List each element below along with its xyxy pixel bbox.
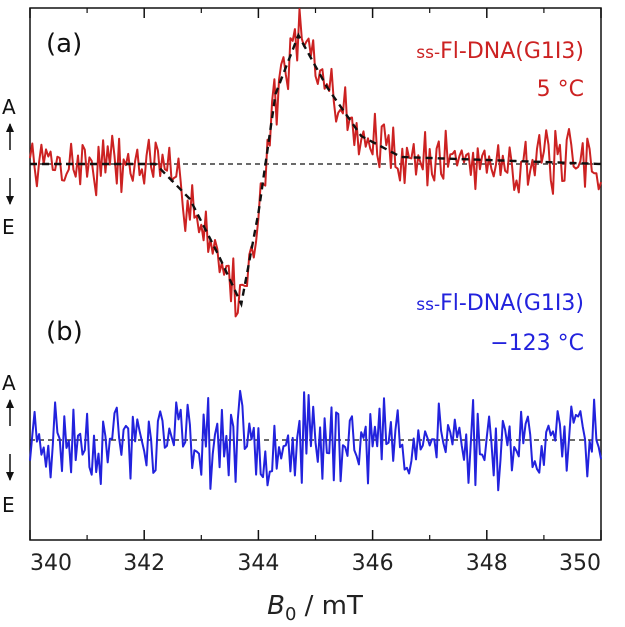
plot-frame xyxy=(29,7,602,541)
panel-b-down-arrow-icon xyxy=(6,454,14,481)
x-axis-unit: / mT xyxy=(296,591,363,621)
panel-a-up-arrow-icon xyxy=(6,123,14,150)
panel-b-up-arrow-icon xyxy=(6,399,14,426)
panel-b-letter: (b) xyxy=(46,317,83,347)
panel-a-fit-curve xyxy=(30,32,602,308)
x-tick-label-350: 350 xyxy=(559,551,601,576)
x-tick-label-346: 346 xyxy=(352,551,394,576)
x-tick-label-342: 342 xyxy=(123,551,165,576)
panel-a: (a) ss-Fl-DNA(G1I3) 5 °C A E xyxy=(2,8,602,318)
x-tick-label-340: 340 xyxy=(30,551,72,576)
panel-b-name-prefix: ss- xyxy=(416,295,440,315)
panel-a-absorption-label: A xyxy=(2,95,16,119)
panel-a-name-prefix: ss- xyxy=(416,43,440,63)
x-axis-symbol: B xyxy=(267,591,285,621)
panel-b-sample-name: ss-Fl-DNA(G1I3) xyxy=(416,291,584,316)
panel-a-name-main: Fl-DNA(G1I3) xyxy=(440,39,584,64)
panel-a-emission-label: E xyxy=(2,215,15,239)
x-axis-title: B0 / mT xyxy=(267,591,363,625)
panel-b-name-main: Fl-DNA(G1I3) xyxy=(440,291,584,316)
x-axis-subscript: 0 xyxy=(285,604,296,625)
panel-b: (b) ss-Fl-DNA(G1I3) −123 °C A E xyxy=(2,291,602,517)
x-axis: 340 342 344 346 348 350 xyxy=(29,8,602,576)
panel-b-temperature: −123 °C xyxy=(490,331,584,356)
panel-a-sample-name: ss-Fl-DNA(G1I3) xyxy=(416,39,584,64)
x-tick-label-348: 348 xyxy=(466,551,508,576)
x-tick-label-344: 344 xyxy=(237,551,279,576)
panel-a-down-arrow-icon xyxy=(6,178,14,205)
panel-b-emission-label: E xyxy=(2,493,15,517)
panel-b-absorption-label: A xyxy=(2,371,16,395)
panel-b-signal-trace xyxy=(29,389,602,492)
panel-a-signal-trace xyxy=(29,8,602,318)
panel-a-temperature: 5 °C xyxy=(537,77,584,102)
panel-a-letter: (a) xyxy=(46,29,82,59)
